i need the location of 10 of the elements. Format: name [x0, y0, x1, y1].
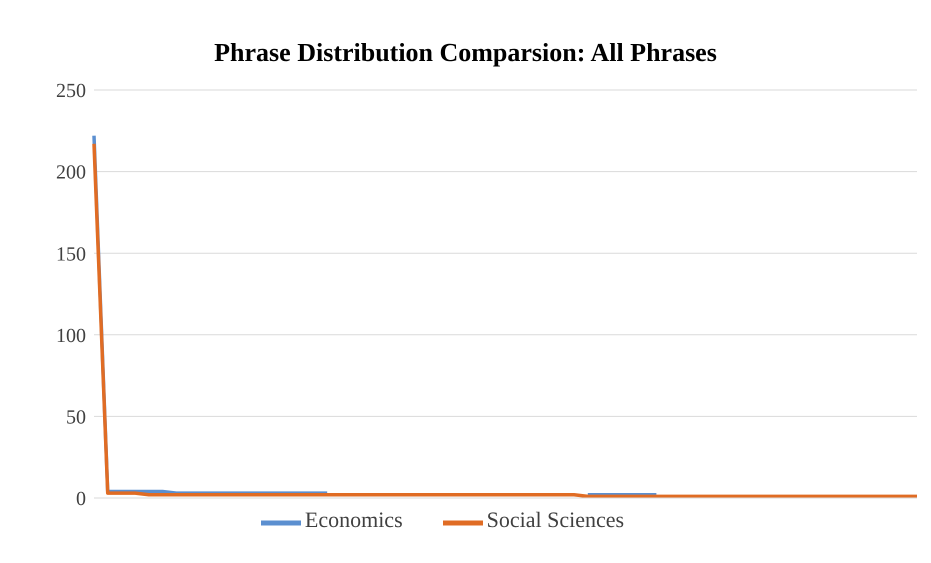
- y-tick-label: 250: [56, 80, 86, 102]
- y-tick-label: 100: [56, 324, 86, 347]
- legend-label: Economics: [304, 506, 403, 532]
- y-tick-label: 200: [56, 162, 86, 184]
- legend-label: Social Sciences: [486, 506, 624, 532]
- chart-title: Phrase Distribution Comparsion: All Phrases: [213, 37, 718, 69]
- y-tick-label: 150: [56, 243, 86, 266]
- y-tick-label: 50: [66, 406, 86, 428]
- line-series: [92, 142, 919, 498]
- y-tick-label: 0: [76, 488, 86, 510]
